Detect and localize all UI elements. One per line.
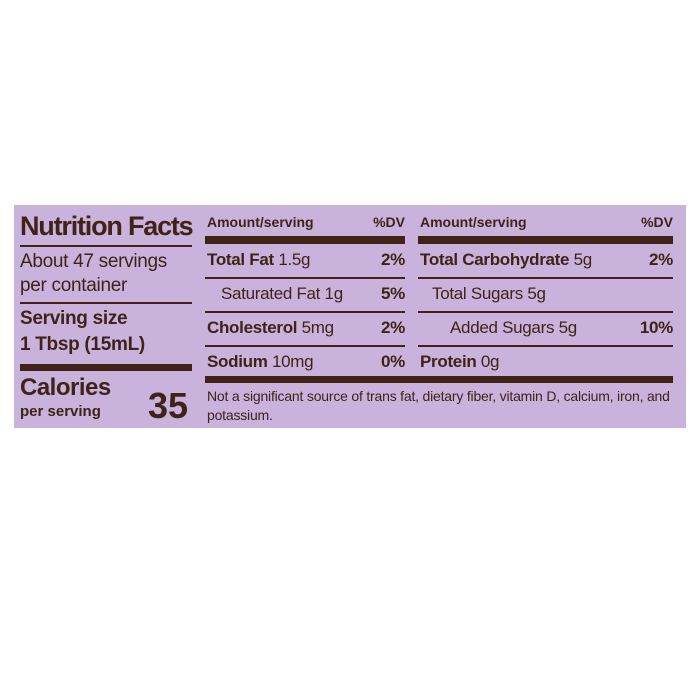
nutrient-dv: 2% bbox=[649, 250, 673, 269]
nutrient-name: Added Sugars bbox=[450, 318, 555, 337]
calories-value: 35 bbox=[147, 385, 188, 426]
nutrient-name: Total Fat bbox=[207, 250, 274, 269]
nutrient-dv: 2% bbox=[381, 318, 405, 337]
nutrient-name: Saturated Fat bbox=[221, 284, 321, 303]
nutrient-amount: 1g bbox=[324, 284, 344, 303]
nutrient-amount: 5g bbox=[558, 318, 578, 337]
nutrient-dv: 5% bbox=[381, 284, 405, 303]
divider bbox=[20, 245, 192, 247]
nutrient-name: Cholesterol bbox=[207, 318, 298, 337]
servings: About 47 servings per container bbox=[20, 251, 167, 296]
thick-divider bbox=[418, 236, 673, 244]
nutrient-row: Total Sugars 5g bbox=[432, 277, 673, 311]
nutrient-amount: 5mg bbox=[301, 318, 334, 337]
thick-divider bbox=[205, 376, 673, 383]
divider bbox=[205, 277, 405, 279]
divider bbox=[418, 277, 673, 279]
nutrient-name: Total Sugars bbox=[432, 284, 523, 303]
nutrient-row: Saturated Fat 1g 5% bbox=[221, 277, 405, 311]
nutrient-name: Total Carbohydrate bbox=[420, 250, 570, 269]
nutrient-amount: 10mg bbox=[271, 352, 314, 371]
nutrient-row: Total Carbohydrate 5g 2% bbox=[420, 243, 673, 277]
serving-size-value: 1 Tbsp (15mL) bbox=[20, 334, 145, 355]
nutrient-dv: 2% bbox=[381, 250, 405, 269]
nutrient-row: Cholesterol 5mg 2% bbox=[207, 311, 405, 345]
thick-divider bbox=[20, 364, 192, 371]
nutrient-dv: 10% bbox=[639, 318, 673, 337]
footnote: Not a significant source of trans fat, d… bbox=[207, 388, 670, 423]
nutrient-amount: 0g bbox=[480, 352, 500, 371]
right-table: Amount/serving %DV Total Carbohydrate 5g… bbox=[418, 0, 673, 700]
nutrient-row: Total Fat 1.5g 2% bbox=[207, 243, 405, 277]
nutrient-name: Sodium bbox=[207, 352, 268, 371]
left-table: Amount/serving %DV Total Fat 1.5g 2% Satu… bbox=[205, 0, 673, 700]
header-amount: Amount/serving bbox=[420, 214, 527, 230]
nutrient-row: Added Sugars 5g 10% bbox=[450, 311, 673, 345]
divider bbox=[418, 311, 673, 313]
header-dv: %DV bbox=[641, 214, 673, 230]
nutrient-amount: 5g bbox=[573, 250, 593, 269]
serving-size-label: Serving size bbox=[20, 308, 128, 329]
header-dv: %DV bbox=[373, 214, 405, 230]
divider bbox=[205, 311, 405, 313]
nutrient-amount: 5g bbox=[527, 284, 546, 303]
divider bbox=[418, 345, 673, 347]
thick-divider bbox=[205, 236, 405, 244]
header-amount: Amount/serving bbox=[207, 214, 314, 230]
nutrient-name: Protein bbox=[420, 352, 477, 371]
divider bbox=[205, 345, 405, 347]
nutrient-amount: 1.5g bbox=[278, 250, 311, 269]
nutrient-row: Protein 0g bbox=[420, 345, 673, 379]
divider bbox=[20, 302, 192, 304]
nutrient-dv: 0% bbox=[381, 352, 405, 371]
nutrient-row: Sodium 10mg 0% bbox=[207, 345, 405, 379]
calories-sub: per serving bbox=[20, 403, 101, 420]
calories-label: Calories bbox=[20, 374, 111, 401]
title: Nutrition Facts bbox=[20, 211, 194, 241]
